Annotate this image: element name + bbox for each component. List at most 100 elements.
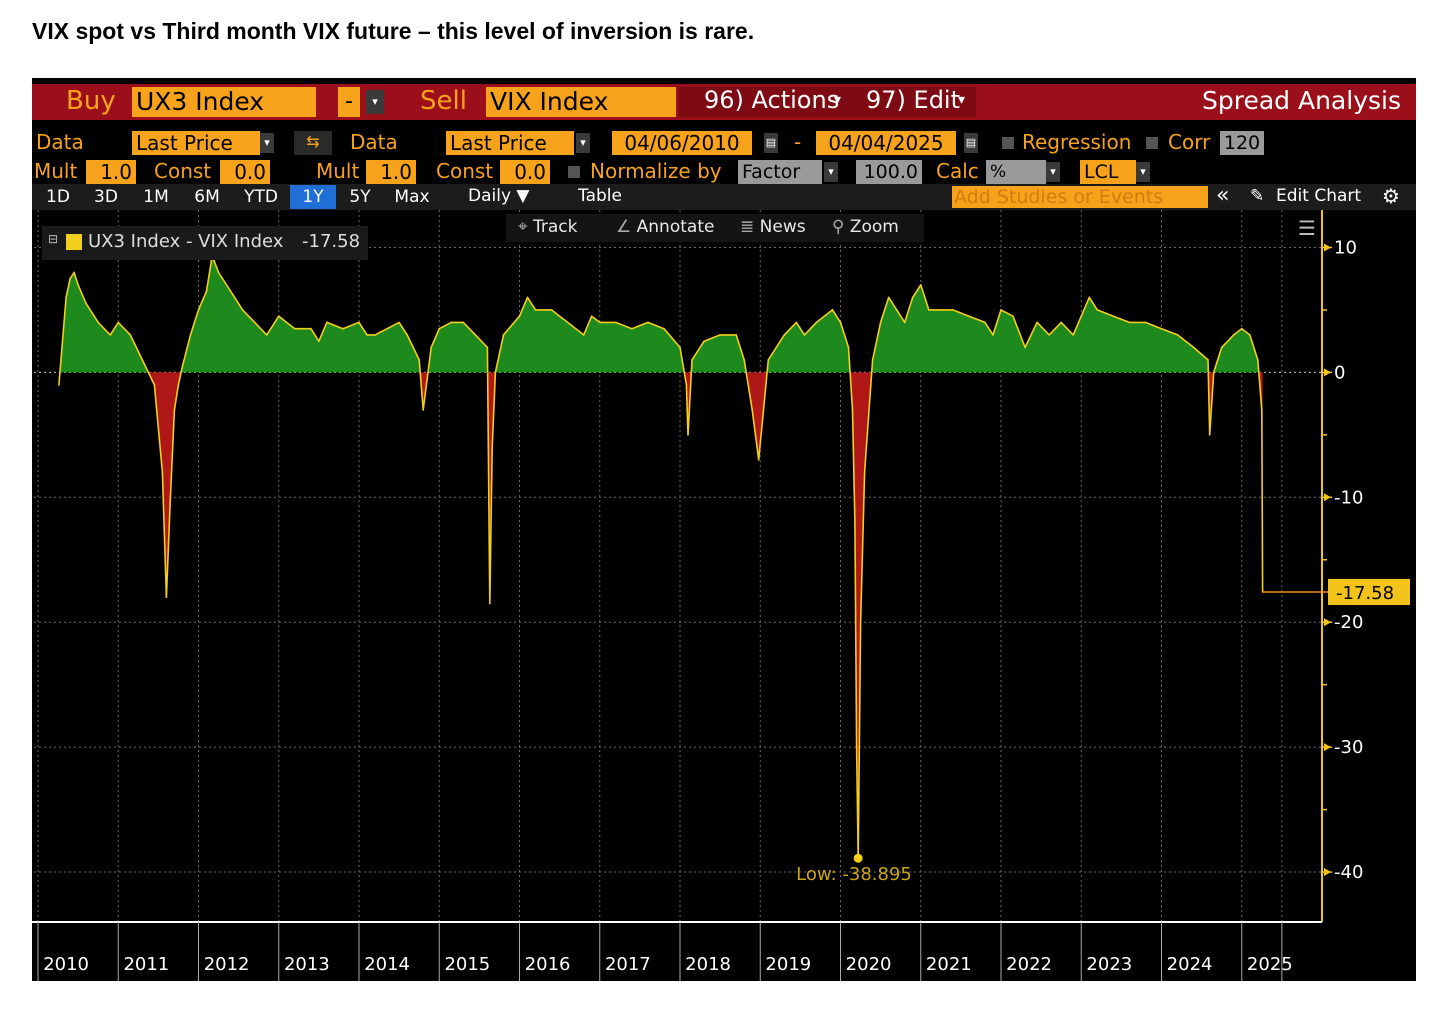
studies-search-input[interactable]: Add Studies or Events bbox=[952, 186, 1208, 208]
mult-label-1: Mult bbox=[34, 159, 78, 183]
period-tab-1m[interactable]: 1M bbox=[143, 187, 169, 207]
chart-tools-bar bbox=[506, 214, 924, 242]
calc-dropdown[interactable]: ▾ bbox=[1046, 162, 1060, 182]
data-point bbox=[1176, 334, 1179, 336]
period-tab-1d[interactable]: 1D bbox=[46, 187, 70, 207]
data-point bbox=[398, 321, 400, 324]
swap-arrows-icon: ⇆ bbox=[306, 134, 320, 151]
data-point bbox=[992, 334, 994, 336]
date-separator: - bbox=[794, 130, 802, 154]
corr-window-field[interactable]: 120 bbox=[1220, 131, 1264, 155]
data-point bbox=[491, 446, 494, 449]
normalize-checkbox[interactable] bbox=[568, 166, 580, 178]
mult-field-1[interactable]: 1.0 bbox=[86, 160, 136, 184]
start-date-field[interactable]: 04/06/2010 bbox=[612, 131, 752, 155]
data-point bbox=[1112, 315, 1115, 317]
end-date-calendar-icon[interactable]: ▤ bbox=[964, 133, 978, 153]
data-point bbox=[1208, 434, 1211, 436]
data-select-2-dropdown[interactable]: ▾ bbox=[576, 133, 590, 153]
data-point bbox=[366, 334, 368, 336]
screen-title: Spread Analysis bbox=[1202, 86, 1401, 115]
legend-collapse-icon[interactable]: ⊟ bbox=[48, 232, 59, 246]
data-point bbox=[129, 334, 132, 336]
data-point bbox=[903, 321, 906, 324]
swap-button[interactable]: ⇆ bbox=[294, 131, 332, 155]
gear-icon[interactable]: ⚙ bbox=[1382, 184, 1400, 208]
data-point bbox=[855, 746, 858, 748]
data-point bbox=[173, 409, 176, 411]
period-tab-5y[interactable]: 5Y bbox=[349, 187, 371, 207]
zoom-tool[interactable]: ⚲ Zoom bbox=[832, 217, 899, 237]
buy-label: Buy bbox=[66, 86, 116, 116]
news-tool[interactable]: ≣ News bbox=[740, 217, 806, 237]
normalize-dropdown[interactable]: ▾ bbox=[824, 162, 838, 182]
data-point bbox=[631, 327, 633, 330]
edit-button[interactable]: 97) Edit bbox=[866, 86, 961, 114]
calc-select[interactable]: % bbox=[986, 160, 1046, 184]
normalize-select[interactable]: Factor bbox=[738, 160, 822, 184]
operator-dropdown[interactable]: ▾ bbox=[366, 90, 384, 114]
data-point bbox=[310, 327, 312, 330]
period-tab-ytd[interactable]: YTD bbox=[244, 187, 278, 207]
negative-area bbox=[58, 372, 1263, 859]
data-point bbox=[177, 384, 180, 386]
regression-checkbox[interactable] bbox=[1002, 137, 1014, 149]
period-tab-6m[interactable]: 6M bbox=[194, 187, 220, 207]
data-select-2[interactable]: Last Price bbox=[446, 131, 574, 155]
mult-field-2[interactable]: 1.0 bbox=[366, 160, 416, 184]
start-date-calendar-icon[interactable]: ▤ bbox=[764, 133, 778, 153]
corr-checkbox[interactable] bbox=[1146, 137, 1158, 149]
table-button[interactable]: Table bbox=[578, 186, 622, 206]
annotate-tool[interactable]: ∠ Annotate bbox=[616, 217, 714, 237]
data-point bbox=[502, 334, 505, 336]
chevron-down-icon: ▾ bbox=[372, 96, 378, 108]
period-tab-max[interactable]: Max bbox=[394, 187, 430, 207]
period-tab-1y[interactable]: 1Y bbox=[290, 185, 336, 209]
data-point bbox=[927, 309, 930, 311]
data-point bbox=[691, 359, 693, 361]
data-point bbox=[1000, 309, 1002, 311]
operator-select[interactable]: - bbox=[338, 87, 360, 117]
edit-chart-button[interactable]: Edit Chart bbox=[1276, 186, 1362, 206]
track-tool[interactable]: ⌖ Track bbox=[518, 217, 577, 237]
data-point bbox=[1012, 315, 1014, 317]
data-point bbox=[253, 321, 256, 324]
data-point bbox=[1096, 309, 1099, 311]
data-point bbox=[687, 434, 689, 436]
data-point bbox=[1257, 359, 1259, 361]
const-field-2[interactable]: 0.0 bbox=[500, 160, 550, 184]
const-label-2: Const bbox=[436, 159, 494, 183]
data-point bbox=[911, 296, 914, 299]
data-select-1[interactable]: Last Price bbox=[132, 131, 260, 155]
annotate-tool-label: Annotate bbox=[636, 217, 715, 237]
data-point bbox=[1048, 334, 1050, 336]
y-tick-arrow bbox=[1324, 243, 1331, 252]
frequency-select[interactable]: Daily ▼ bbox=[468, 186, 530, 206]
last-value-label: -17.58 bbox=[1336, 583, 1394, 604]
data-point bbox=[703, 340, 705, 342]
chart-menu-icon[interactable]: ☰ bbox=[1298, 216, 1316, 240]
spread-chart[interactable]: 10 0 -10 -20 -30 -40 2010 2011 2012 2013 2014 2015 2… bbox=[32, 210, 1416, 981]
data-point bbox=[1160, 327, 1163, 330]
data-point bbox=[534, 309, 537, 311]
actions-menu[interactable] bbox=[678, 87, 976, 117]
data-select-1-dropdown[interactable]: ▾ bbox=[260, 133, 274, 153]
chart-caption: VIX spot vs Third month VIX future – thi… bbox=[32, 18, 755, 44]
end-date-field[interactable]: 04/04/2025 bbox=[816, 131, 956, 155]
currency-dropdown[interactable]: ▾ bbox=[1136, 162, 1150, 182]
x-tick-label: 2011 bbox=[123, 954, 169, 975]
data-point bbox=[847, 346, 850, 349]
period-tab-3d[interactable]: 3D bbox=[94, 187, 118, 207]
mult-label-2: Mult bbox=[316, 159, 360, 183]
data-point bbox=[241, 309, 244, 311]
const-field-1[interactable]: 0.0 bbox=[220, 160, 270, 184]
factor-field[interactable]: 100.0 bbox=[856, 160, 922, 184]
actions-button[interactable]: 96) Actions bbox=[704, 86, 840, 114]
collapse-button[interactable]: « bbox=[1216, 183, 1230, 208]
buy-ticker-field[interactable]: UX3 Index bbox=[132, 87, 316, 117]
y-tick-label: -10 bbox=[1334, 487, 1363, 508]
data-point bbox=[936, 309, 938, 311]
sell-ticker-field[interactable]: VIX Index bbox=[486, 87, 676, 117]
data-point bbox=[851, 409, 854, 411]
currency-select[interactable]: LCL bbox=[1080, 160, 1136, 184]
